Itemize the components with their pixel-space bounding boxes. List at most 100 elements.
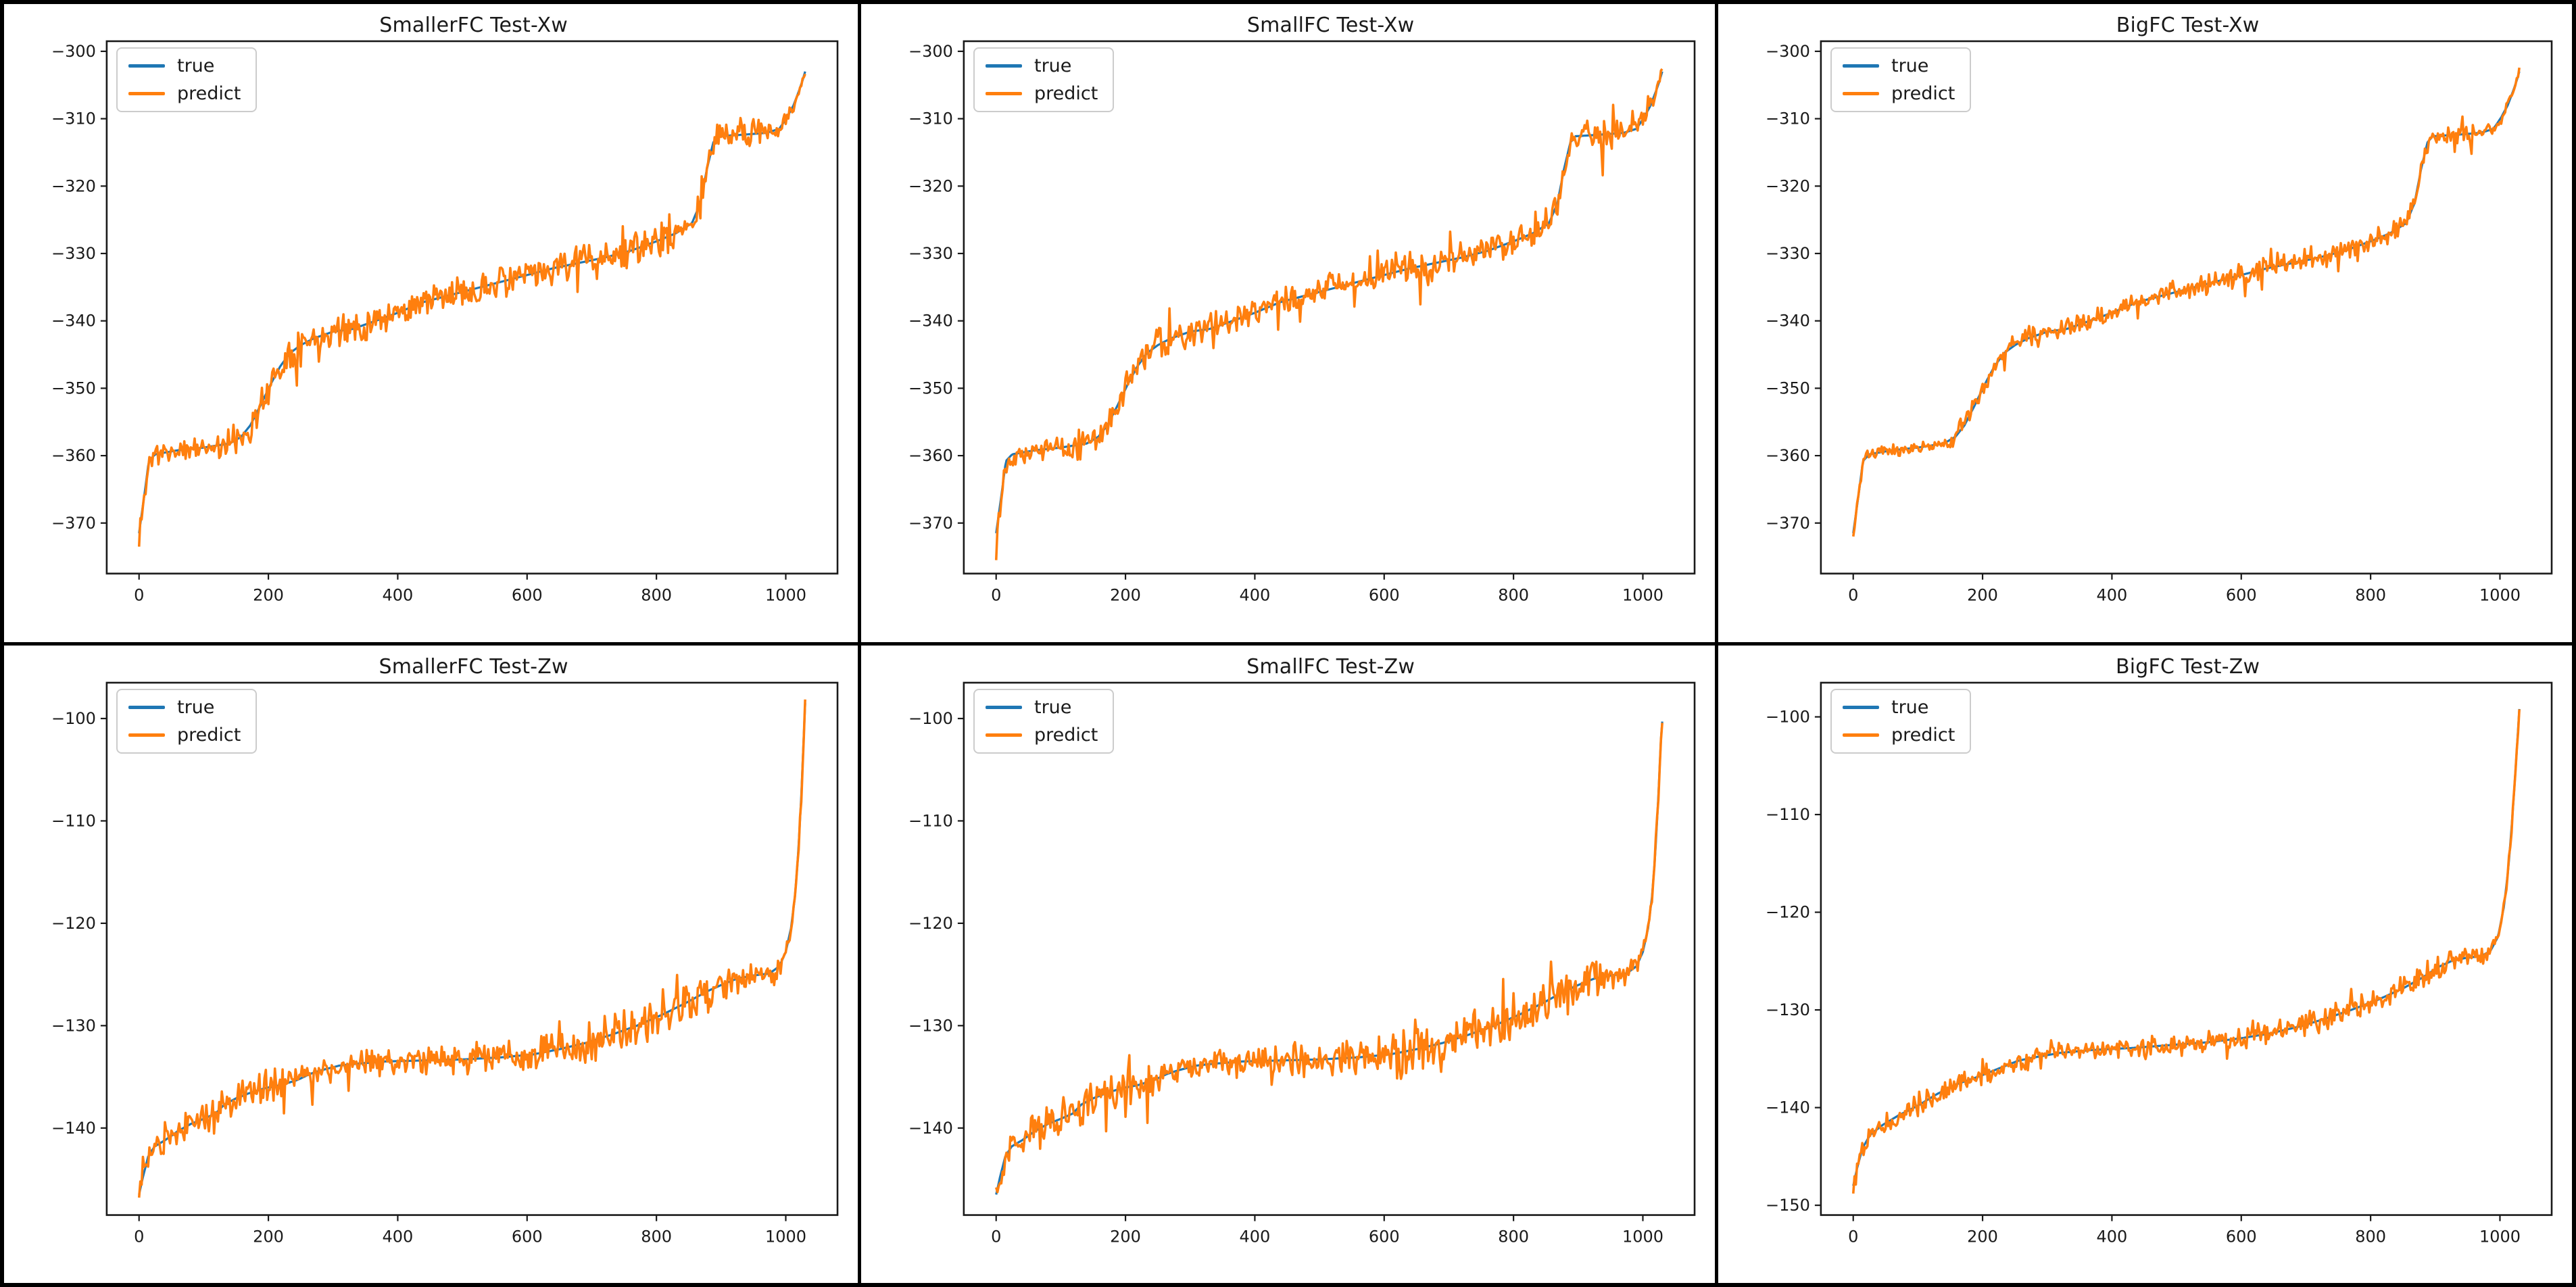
legend-item-predict: predict	[1843, 726, 1955, 744]
chart-title: BigFC Test-Zw	[2115, 654, 2260, 679]
legend-label-true: true	[177, 55, 215, 76]
chart-panel-smallerfc-test-zw: SmallerFC Test-Zw 0 200 400 600 800 1000 −100 −…	[4, 645, 858, 1283]
legend-label-predict: predict	[177, 724, 241, 746]
chart-canvas: 0 200 400 600 800 1000 −300 −310 −320 −330 −340 −35…	[51, 40, 839, 605]
chart-title: SmallerFC Test-Xw	[379, 14, 568, 37]
legend-item-predict: predict	[128, 84, 241, 103]
legend-label-true: true	[177, 696, 215, 718]
legend-item-true: true	[1843, 698, 1955, 717]
chart-panel-smallerfc-test-xw: SmallerFC Test-Xw 0 200 400 600 800 1000 −300 −…	[4, 4, 858, 642]
y-tick-label: −310	[1766, 110, 1810, 128]
predict-line-icon	[986, 92, 1022, 95]
predict-series-line	[137, 699, 806, 1198]
true-series-line	[1852, 708, 2521, 1186]
chart-canvas: 0 200 400 600 800 1000 −100 −110 −120 −130 −140	[51, 681, 839, 1246]
y-tick-label: −340	[1766, 312, 1810, 331]
x-tick-label: 0	[991, 1227, 1001, 1246]
true-line-icon	[128, 705, 165, 709]
y-tick-label: −120	[908, 913, 953, 932]
x-tick-label: 400	[2097, 1227, 2128, 1246]
legend-item-true: true	[128, 698, 241, 717]
legend-label-true: true	[1034, 55, 1072, 76]
chart-title: SmallerFC Test-Zw	[379, 654, 568, 679]
chart-title: SmallFC Test-Xw	[1246, 14, 1415, 37]
legend-label-predict: predict	[177, 83, 241, 104]
y-tick-label: −330	[908, 244, 953, 263]
legend-item-true: true	[986, 698, 1098, 717]
chart-canvas: 0 200 400 600 800 1000 −300 −310 −320 −330 −340 −35…	[908, 40, 1696, 605]
legend-item-true: true	[128, 57, 241, 75]
y-tick-label: −300	[51, 42, 96, 61]
y-tick-label: −330	[1766, 244, 1810, 263]
true-line-icon	[986, 705, 1022, 709]
true-line-icon	[128, 64, 165, 68]
x-tick-label: 200	[1967, 586, 1998, 605]
x-tick-label: 400	[383, 586, 414, 605]
y-tick-label: −360	[1766, 446, 1810, 465]
x-tick-label: 800	[1498, 586, 1529, 605]
plot-spines	[1820, 681, 2553, 1216]
x-tick-label: 0	[1848, 586, 1858, 605]
y-tick-label: −100	[1766, 707, 1810, 726]
y-tick-label: −130	[51, 1016, 96, 1035]
x-tick-label: 200	[1967, 1227, 1998, 1246]
x-tick-label: 1000	[1622, 1227, 1663, 1246]
x-tick-label: 1000	[765, 586, 806, 605]
y-tick-label: −370	[908, 514, 953, 533]
predict-series-line	[994, 68, 1663, 560]
plot-spines	[963, 40, 1696, 575]
legend-label-true: true	[1891, 55, 1929, 76]
y-tick-label: −140	[1766, 1098, 1810, 1117]
legend-item-true: true	[1843, 57, 1955, 75]
y-tick-label: −370	[1766, 514, 1810, 533]
y-tick-label: −130	[908, 1016, 953, 1035]
x-tick-label: 800	[641, 1227, 672, 1246]
predict-line-icon	[128, 733, 165, 737]
x-tick-label: 0	[134, 1227, 144, 1246]
y-tick-label: −340	[51, 312, 96, 331]
plot-spines	[1820, 40, 2553, 575]
plot-spines	[105, 40, 839, 575]
x-tick-label: 600	[512, 1227, 543, 1246]
legend-label-predict: predict	[1891, 724, 1955, 746]
predict-line-icon	[986, 733, 1022, 737]
true-series-line	[138, 71, 806, 534]
chart-legend: true predict	[973, 688, 1115, 754]
y-tick-label: −120	[1766, 902, 1810, 921]
legend-item-predict: predict	[986, 84, 1098, 103]
y-tick-label: −110	[1766, 805, 1810, 824]
y-tick-label: −340	[908, 312, 953, 331]
chart-legend: true predict	[1830, 688, 1972, 754]
y-tick-label: −350	[51, 379, 96, 397]
predict-series-line	[995, 722, 1663, 1193]
y-tick-label: −300	[908, 42, 953, 61]
x-tick-label: 400	[383, 1227, 414, 1246]
x-tick-label: 400	[2097, 586, 2128, 605]
x-tick-label: 600	[1369, 586, 1400, 605]
true-line-icon	[1843, 64, 1879, 68]
x-tick-label: 1000	[2479, 586, 2521, 605]
y-tick-label: −100	[908, 708, 953, 727]
x-tick-label: 600	[2226, 586, 2257, 605]
x-tick-label: 800	[641, 586, 672, 605]
predict-line-icon	[1843, 733, 1879, 737]
y-tick-label: −110	[51, 811, 96, 830]
x-tick-label: 0	[1848, 1227, 1858, 1246]
y-tick-label: −350	[1766, 379, 1810, 397]
x-tick-label: 400	[1240, 1227, 1271, 1246]
x-tick-label: 1000	[765, 1227, 806, 1246]
y-tick-label: −320	[908, 176, 953, 195]
chart-panel-bigfc-test-xw: BigFC Test-Xw 0 200 400 600 800 1000 −300 −310 −…	[1718, 4, 2572, 642]
y-tick-label: −140	[51, 1118, 96, 1137]
y-tick-label: −140	[908, 1118, 953, 1137]
legend-label-predict: predict	[1034, 724, 1098, 746]
y-tick-label: −310	[51, 110, 96, 128]
legend-item-predict: predict	[128, 726, 241, 744]
legend-item-predict: predict	[986, 726, 1098, 744]
true-series-line	[1852, 71, 2521, 534]
chart-panel-bigfc-test-zw: BigFC Test-Zw 0 200 400 600 800 1000 −100 −110 −…	[1718, 645, 2572, 1283]
y-tick-label: −350	[908, 379, 953, 397]
y-tick-label: −110	[908, 811, 953, 830]
x-tick-label: 200	[1110, 586, 1141, 605]
